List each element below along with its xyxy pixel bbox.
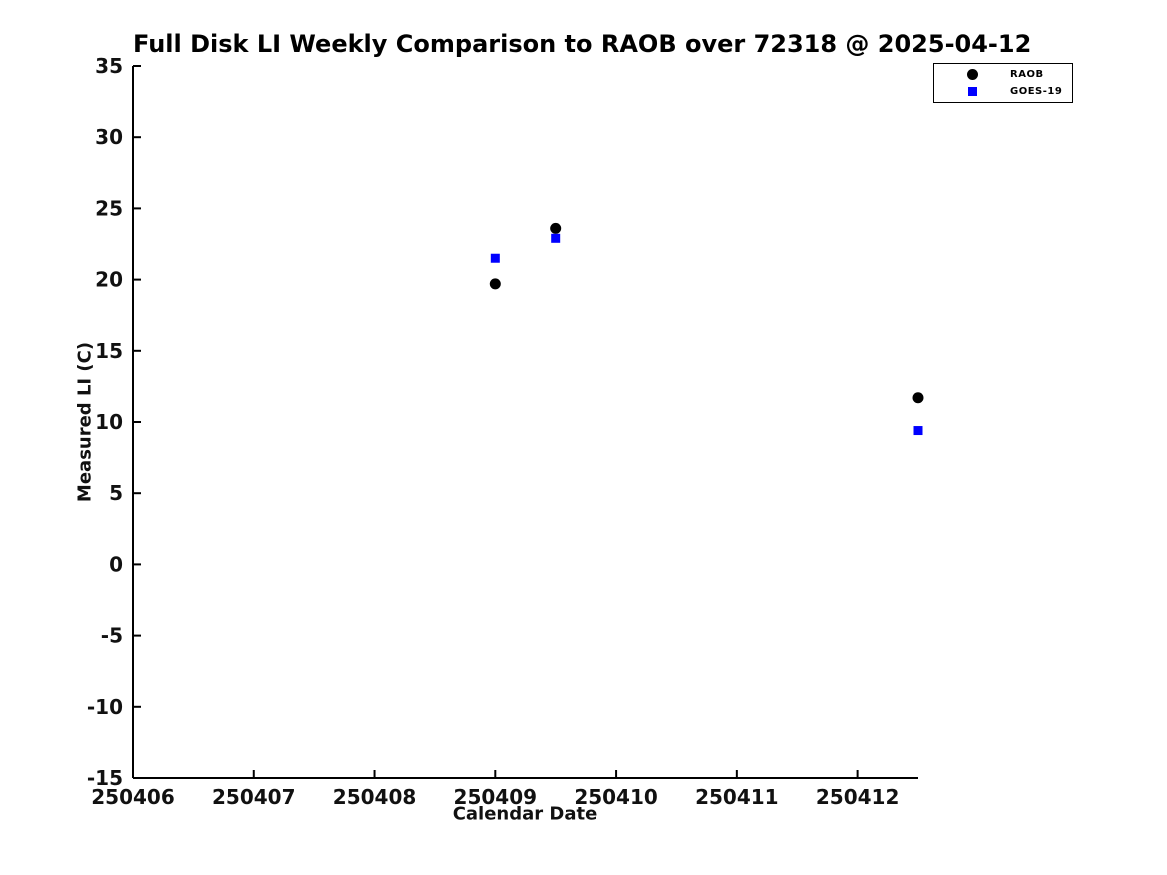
legend-label-raob: RAOB <box>1010 69 1044 80</box>
data-point-goes-19 <box>490 253 500 263</box>
raob-circle-marker-icon <box>966 69 978 80</box>
data-point-raob <box>550 222 562 234</box>
y-tick-label: 30 <box>95 125 123 149</box>
x-tick-label: 250410 <box>574 785 658 809</box>
x-tick-label: 250407 <box>212 785 296 809</box>
x-axis-label: Calendar Date <box>452 803 598 825</box>
data-point-goes-19 <box>913 426 923 436</box>
data-point-goes-19 <box>551 233 561 243</box>
y-axis-label: Measured LI (C) <box>74 341 96 503</box>
x-tick-label: 250408 <box>333 785 417 809</box>
y-tick-label: 0 <box>109 552 123 576</box>
goes-19-square-marker-icon <box>967 87 977 96</box>
legend-marker-cell <box>934 69 1010 80</box>
y-tick-label: -15 <box>87 766 123 790</box>
x-tick-label: 250409 <box>454 785 538 809</box>
legend-marker-cell <box>934 87 1010 96</box>
chart-title: Full Disk LI Weekly Comparison to RAOB o… <box>133 30 1032 58</box>
y-tick-label: -5 <box>101 624 123 648</box>
y-tick-label: 25 <box>95 196 123 220</box>
y-tick-label: 20 <box>95 268 123 292</box>
x-tick-label: 250406 <box>91 785 175 809</box>
y-tick-label: 35 <box>95 54 123 78</box>
data-point-raob <box>489 278 501 290</box>
legend-item-raob: RAOB <box>934 66 1072 83</box>
y-tick-label: 15 <box>95 339 123 363</box>
y-tick-label: 10 <box>95 410 123 434</box>
legend: RAOB GOES-19 <box>933 63 1073 103</box>
x-tick-label: 250412 <box>816 785 900 809</box>
data-point-raob <box>912 392 924 404</box>
y-tick-label: 5 <box>109 481 123 505</box>
y-tick-label: -10 <box>87 695 123 719</box>
legend-label-goes-19: GOES-19 <box>1010 86 1063 97</box>
legend-item-goes-19: GOES-19 <box>934 83 1072 100</box>
x-tick-label: 250411 <box>695 785 779 809</box>
